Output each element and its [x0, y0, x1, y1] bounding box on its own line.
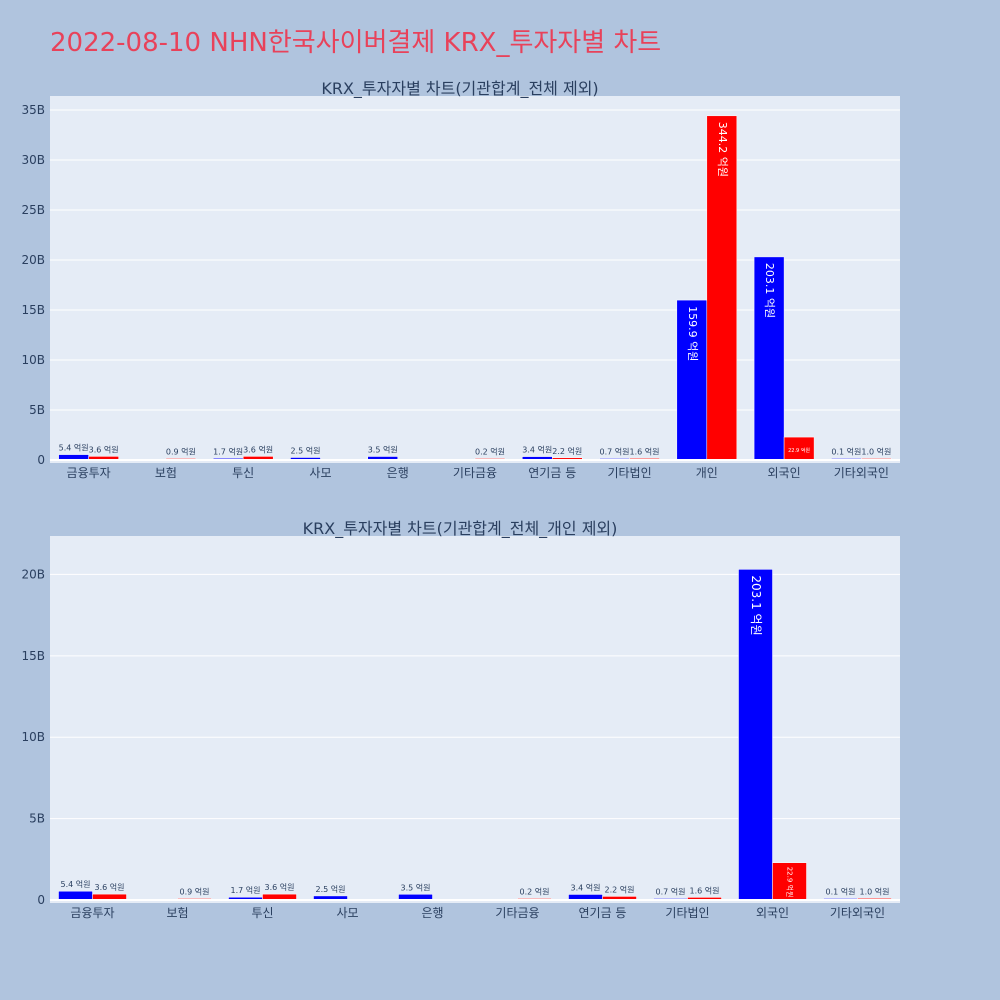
y-tick-label: 10B	[21, 353, 45, 367]
bar-data-label: 5.4 억원	[59, 443, 89, 453]
bar-data-label: 0.9 억원	[180, 887, 210, 897]
y-tick-label: 5B	[29, 403, 45, 417]
bar-data-label: 1.6 억원	[690, 885, 720, 895]
x-tick-label: 기타법인	[607, 466, 651, 480]
bar-data-label: 3.6 억원	[265, 882, 295, 892]
bar-data-label: 203.1 억원	[749, 575, 763, 635]
bar-data-label: 5.4 억원	[61, 879, 91, 889]
bar-data-label: 22.9 억원	[788, 447, 810, 454]
bar-data-label: 1.6 억원	[630, 446, 660, 456]
x-tick-label: 보험	[166, 906, 188, 920]
y-tick-label: 30B	[21, 153, 45, 167]
bar-data-label: 22.9 억원	[786, 867, 795, 898]
bar-data-label: 2.5 억원	[316, 884, 346, 894]
x-tick-label: 투신	[232, 466, 254, 480]
x-tick-label: 금융투자	[67, 466, 111, 480]
x-tick-label: 외국인	[768, 466, 801, 480]
y-tick-label: 35B	[21, 103, 45, 117]
bar-data-label: 1.7 억원	[231, 885, 261, 895]
y-tick-label: 20B	[21, 567, 45, 581]
x-tick-label: 투신	[251, 906, 273, 920]
chart-top: 0 5B 10B 15B 20B 25B 30B 35B KRX_투자자별 차트(기관합계_전체…	[21, 79, 900, 480]
x-tick-label: 외국인	[756, 906, 789, 920]
x-tick-label: 은행	[421, 905, 443, 920]
x-tick-label: 은행	[387, 465, 409, 480]
y-tick-label: 15B	[21, 649, 45, 663]
bar	[753, 256, 785, 461]
bar	[772, 862, 807, 901]
bar-data-label: 1.7 억원	[213, 446, 243, 456]
y-tick-label: 25B	[21, 203, 45, 217]
y-tick-label: 15B	[21, 303, 45, 317]
bar-data-label: 344.2 억원	[716, 122, 729, 177]
x-tick-label: 기타금융	[453, 466, 497, 480]
x-tick-label: 기타법인	[665, 906, 709, 920]
x-tick-label: 기타외국인	[834, 466, 889, 480]
x-tick-label: 연기금 등	[579, 906, 627, 920]
bar-data-label: 3.4 억원	[522, 445, 552, 455]
y-tick-label: 0	[37, 453, 45, 467]
bar-data-label: 1.0 억원	[860, 886, 890, 896]
bar-data-label: 159.9 억원	[686, 306, 699, 361]
y-tick-label: 0	[37, 893, 45, 907]
bar-data-label: 0.7 억원	[656, 887, 686, 897]
bar-data-label: 0.1 억원	[826, 887, 856, 897]
bar-data-label: 3.5 억원	[368, 445, 398, 455]
bar-data-label: 0.7 억원	[600, 447, 630, 457]
bar-data-label: 3.6 억원	[89, 444, 119, 454]
chart-title: KRX_투자자별 차트(기관합계_전체 제외)	[321, 79, 598, 99]
bar-data-label: 3.6 억원	[243, 444, 273, 454]
bar-data-label: 3.4 억원	[571, 882, 601, 892]
bar-data-label: 3.5 억원	[401, 882, 431, 892]
bar-data-label: 1.0 억원	[861, 447, 891, 457]
x-tick-label: 기타금융	[495, 906, 539, 920]
bar-data-label: 2.5 억원	[290, 446, 320, 456]
x-tick-label: 기타외국인	[830, 906, 885, 920]
bar-data-label: 2.2 억원	[605, 884, 635, 894]
y-tick-label: 10B	[21, 730, 45, 744]
bar	[738, 569, 773, 901]
page-title: 2022-08-10 NHN한국사이버결제 KRX_투자자별 차트	[50, 28, 662, 58]
bar-data-label: 0.2 억원	[520, 887, 550, 897]
y-tick-label: 5B	[29, 812, 45, 826]
x-tick-label: 보험	[155, 466, 177, 480]
bar-data-label: 203.1 억원	[763, 263, 776, 318]
x-tick-label: 사모	[309, 466, 331, 480]
bar-data-label: 2.2 억원	[552, 446, 582, 456]
y-tick-label: 20B	[21, 253, 45, 267]
chart-title: KRX_투자자별 차트(기관합계_전체_개인 제외)	[303, 519, 618, 539]
x-tick-label: 개인	[696, 466, 718, 480]
bar-data-label: 3.6 억원	[95, 882, 125, 892]
bar-data-label: 0.2 억원	[475, 447, 505, 457]
bar-data-label: 0.9 억원	[166, 447, 196, 457]
x-tick-label: 연기금 등	[528, 466, 576, 480]
x-tick-label: 사모	[336, 906, 358, 920]
bar-data-label: 0.1 억원	[831, 447, 861, 457]
bar	[58, 890, 93, 901]
x-tick-label: 금융투자	[70, 906, 114, 920]
